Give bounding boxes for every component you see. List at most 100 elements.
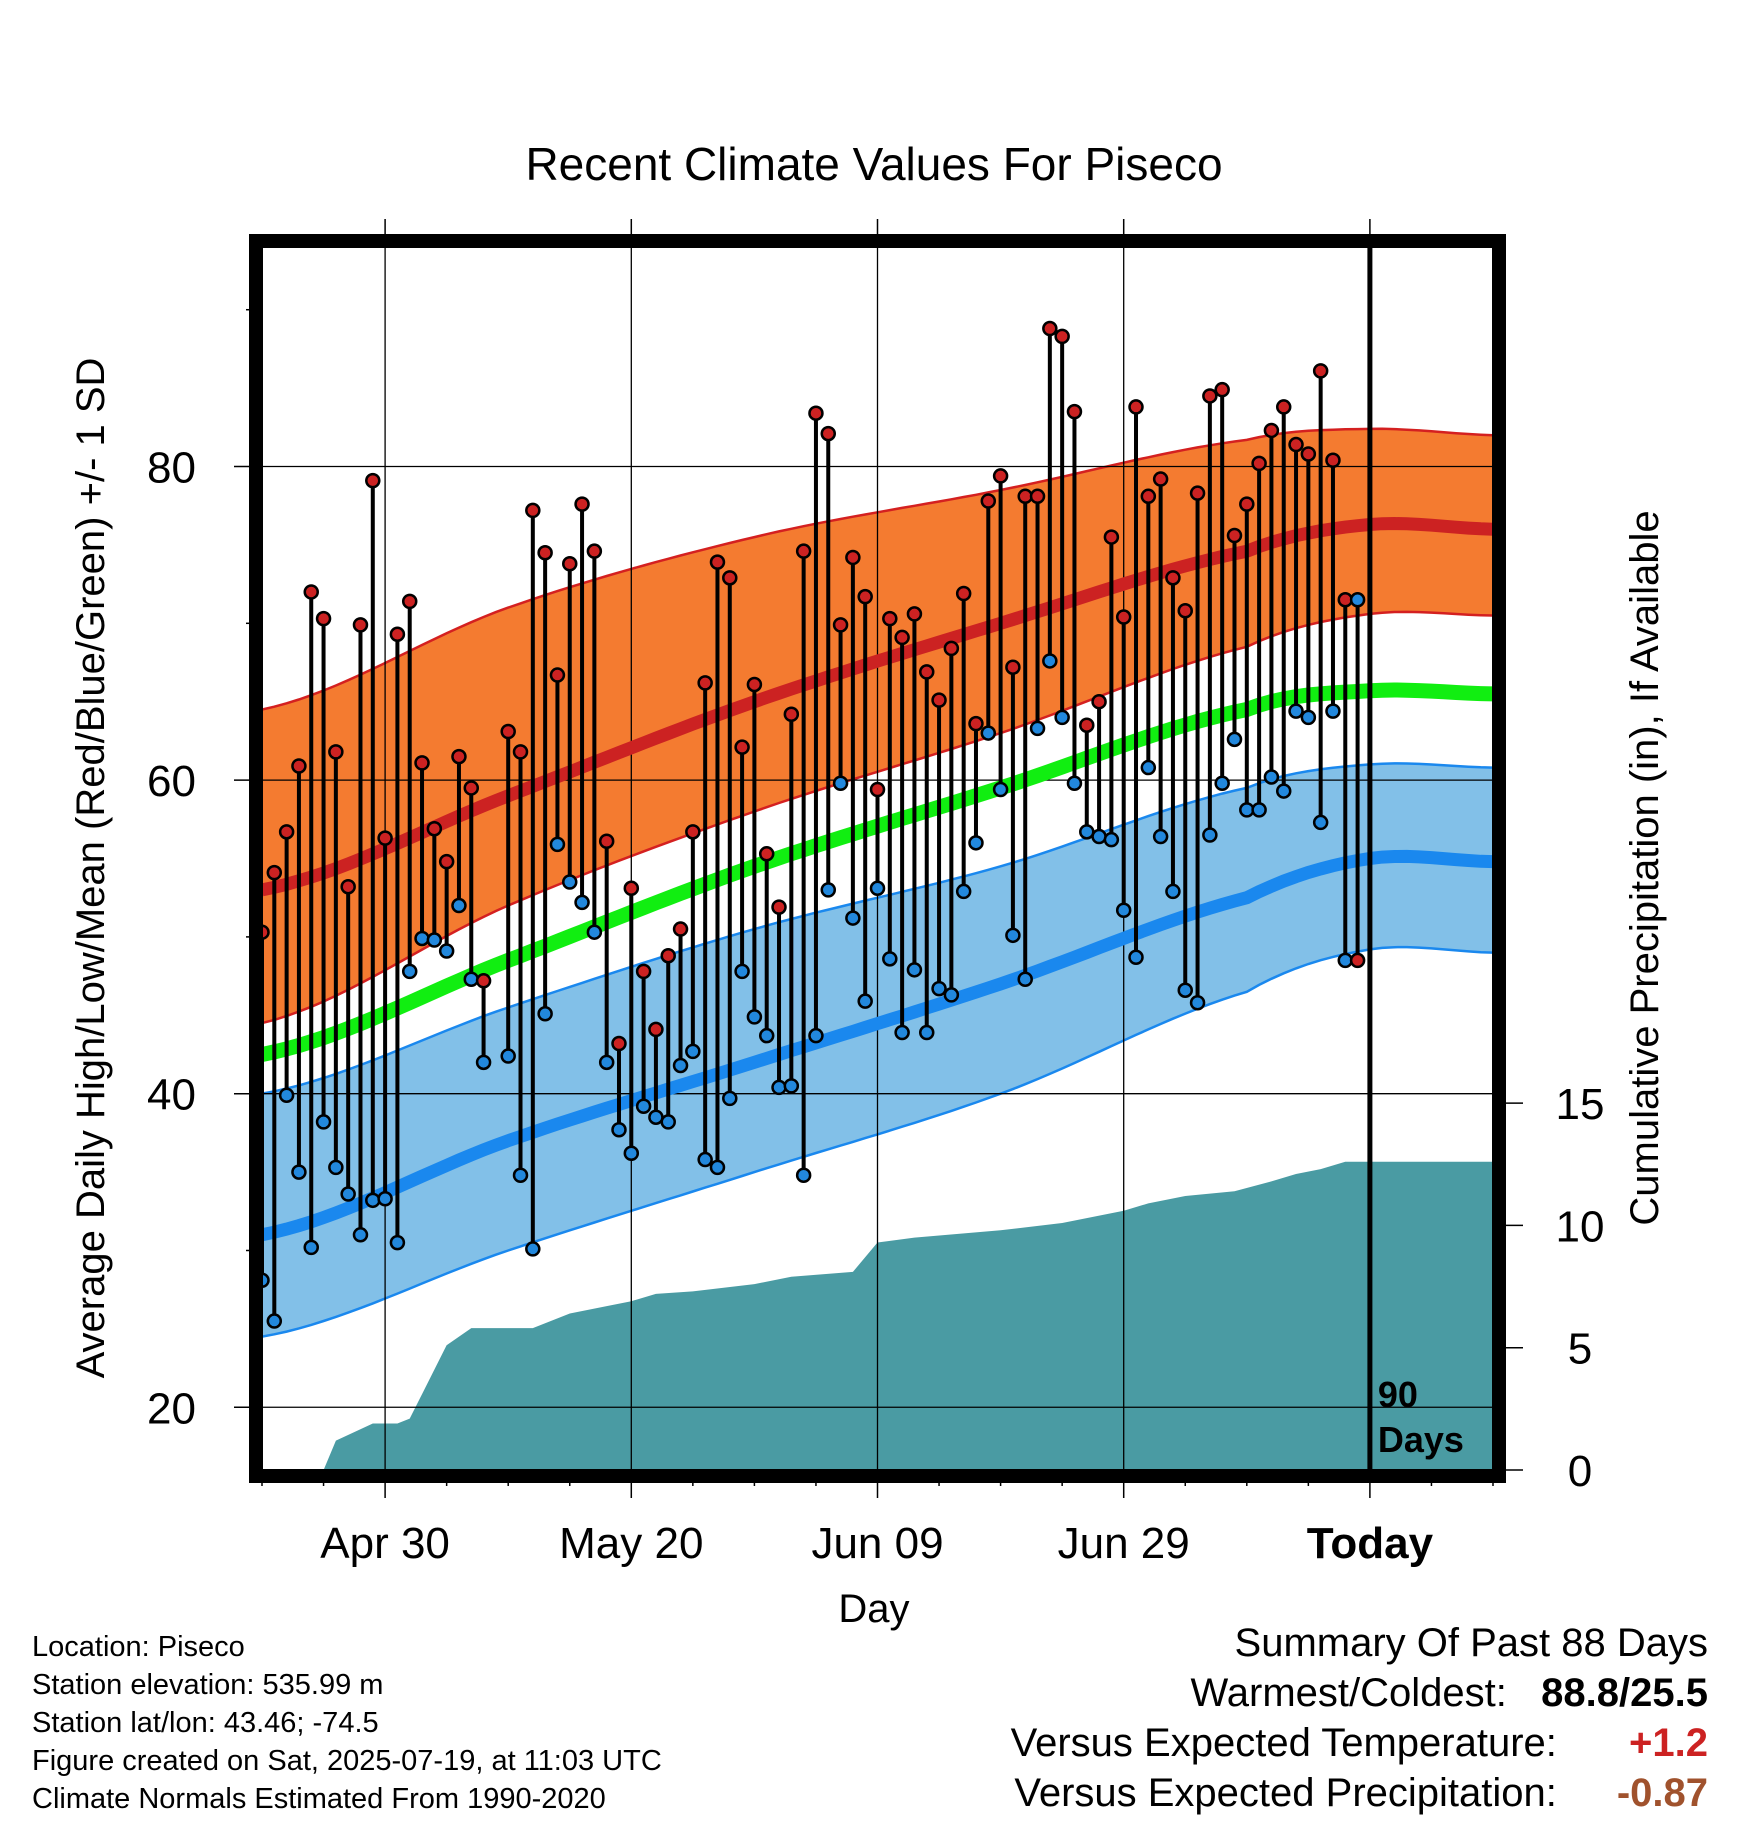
low-point bbox=[1349, 592, 1366, 608]
low-point bbox=[500, 1048, 516, 1064]
low-point bbox=[438, 943, 455, 959]
low-point bbox=[672, 1057, 689, 1074]
high-point bbox=[598, 833, 615, 850]
high-point bbox=[635, 963, 652, 980]
low-point bbox=[1239, 802, 1255, 818]
high-point bbox=[1066, 403, 1083, 420]
low-point bbox=[746, 1009, 763, 1025]
high-point bbox=[1202, 388, 1218, 404]
high-point bbox=[882, 610, 898, 627]
high-point bbox=[672, 921, 689, 937]
low-point bbox=[857, 993, 873, 1009]
high-point bbox=[389, 626, 406, 643]
high-point bbox=[525, 502, 541, 519]
high-point bbox=[586, 543, 603, 559]
location-text: Location: Piseco bbox=[32, 1631, 245, 1663]
high-point bbox=[1103, 529, 1120, 545]
high-point bbox=[808, 405, 824, 421]
low-point bbox=[1103, 831, 1120, 848]
high-point bbox=[1337, 592, 1354, 608]
low-point bbox=[980, 725, 997, 741]
low-point bbox=[697, 1151, 713, 1168]
high-point bbox=[623, 880, 640, 897]
station-info: Location: Piseco Station elevation: 535.… bbox=[32, 1628, 662, 1818]
low-point bbox=[709, 1159, 726, 1176]
low-point bbox=[685, 1043, 701, 1060]
high-point bbox=[1349, 952, 1366, 969]
high-point bbox=[562, 555, 578, 572]
low-point bbox=[414, 930, 430, 947]
summary-heading: Summary Of Past 88 Days bbox=[1234, 1621, 1708, 1665]
high-point bbox=[746, 676, 763, 693]
low-point bbox=[291, 1164, 307, 1180]
high-point bbox=[832, 617, 849, 633]
low-point bbox=[1312, 814, 1329, 831]
normals-text: Climate Normals Estimated From 1990-2020 bbox=[32, 1783, 606, 1815]
low-point bbox=[1091, 828, 1107, 845]
high-point bbox=[795, 543, 812, 559]
high-point bbox=[1017, 488, 1033, 505]
high-point bbox=[451, 748, 467, 765]
low-point bbox=[758, 1027, 775, 1044]
elevation-text: Station elevation: 535.99 m bbox=[32, 1669, 384, 1701]
precip-departure-label: Versus Expected Precipitation: bbox=[1014, 1771, 1557, 1815]
summary-panel: Summary Of Past 88 Days Warmest/Coldest:… bbox=[1011, 1618, 1708, 1818]
high-mean-line bbox=[262, 516, 1493, 897]
x-tick-label: Jun 29 bbox=[1058, 1519, 1190, 1568]
low-point bbox=[955, 883, 972, 900]
y2-tick-label: 10 bbox=[1556, 1202, 1605, 1251]
low-point bbox=[352, 1227, 369, 1243]
high-point bbox=[1288, 436, 1304, 453]
high-point bbox=[1312, 363, 1329, 379]
low-point bbox=[401, 963, 418, 980]
low-point bbox=[882, 951, 898, 967]
low-point bbox=[1165, 883, 1181, 900]
warm-cold-row: Warmest/Coldest: 88.8/25.5 bbox=[1011, 1668, 1709, 1718]
high-point bbox=[1140, 488, 1157, 505]
high-point bbox=[869, 781, 886, 798]
low-point bbox=[1202, 827, 1218, 843]
high-point bbox=[734, 739, 750, 755]
low-point bbox=[1177, 982, 1193, 998]
low-point bbox=[377, 1190, 393, 1207]
y2-tick-label: 15 bbox=[1556, 1080, 1605, 1129]
high-point bbox=[918, 664, 935, 680]
high-point bbox=[1091, 693, 1107, 710]
low-point bbox=[1017, 971, 1033, 987]
high-point bbox=[660, 947, 676, 964]
low-point bbox=[1226, 731, 1243, 748]
low-point bbox=[262, 1272, 270, 1289]
low-point bbox=[1005, 927, 1021, 944]
low-point bbox=[266, 1313, 283, 1329]
low-point bbox=[426, 932, 443, 948]
high-point bbox=[685, 824, 701, 840]
high-point bbox=[1005, 659, 1021, 675]
high-point bbox=[758, 846, 775, 862]
high-point bbox=[648, 1021, 664, 1038]
created-text: Figure created on Sat, 2025-07-19, at 11… bbox=[32, 1745, 662, 1777]
high-point bbox=[266, 864, 283, 881]
y2-axis-label: Cumulative Precipitation (in), If Availa… bbox=[1623, 510, 1667, 1225]
high-point bbox=[845, 549, 861, 566]
high-point bbox=[697, 675, 713, 691]
low-point bbox=[451, 897, 467, 914]
high-point bbox=[414, 755, 430, 771]
x-tick-label: Jun 09 bbox=[811, 1519, 943, 1568]
high-point bbox=[365, 472, 381, 489]
low-point bbox=[1152, 828, 1169, 845]
high-point bbox=[1029, 488, 1046, 505]
y-tick-label: 20 bbox=[147, 1384, 196, 1433]
low-point bbox=[512, 1167, 529, 1183]
high-point bbox=[340, 878, 356, 895]
high-point bbox=[1239, 496, 1255, 512]
y2-tick-label: 0 bbox=[1568, 1447, 1592, 1496]
low-point bbox=[611, 1122, 627, 1138]
high-point bbox=[968, 715, 984, 732]
high-point bbox=[709, 554, 726, 570]
low-mean-line bbox=[262, 849, 1493, 1242]
low-point bbox=[1128, 949, 1144, 966]
high-point bbox=[537, 545, 553, 561]
low-point bbox=[340, 1186, 356, 1202]
high-point bbox=[1325, 452, 1341, 468]
high-point bbox=[1054, 328, 1070, 345]
